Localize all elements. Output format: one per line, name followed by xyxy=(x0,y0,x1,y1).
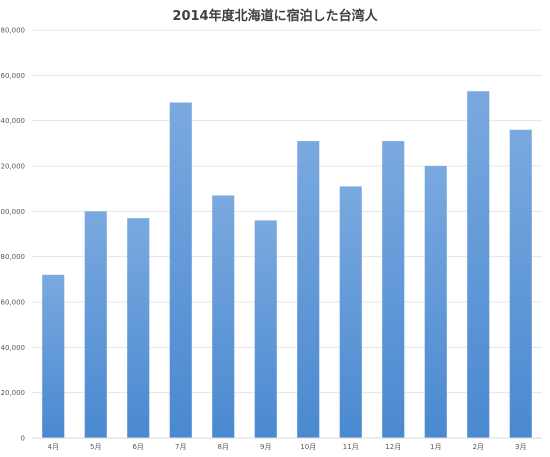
bar-6 xyxy=(254,220,277,438)
x-tick-label: 9月 xyxy=(260,443,271,451)
bars xyxy=(42,91,532,439)
bar-10 xyxy=(424,166,447,438)
x-tick-label: 1月 xyxy=(430,443,441,451)
y-tick-label: 120,000 xyxy=(0,163,25,171)
x-tick-label: 12月 xyxy=(385,443,401,451)
x-tick-label: 5月 xyxy=(90,443,101,451)
x-tick-label: 6月 xyxy=(133,443,144,451)
y-axis-tick-labels: 0 20,000 40,000 60,000 80,000 100,000 120,000 1… xyxy=(0,27,25,443)
y-tick-label: 60,000 xyxy=(1,299,26,307)
bar-11 xyxy=(467,91,490,438)
x-tick-label: 11月 xyxy=(343,443,359,451)
bar-9 xyxy=(382,141,405,439)
bar-4 xyxy=(169,102,192,439)
y-tick-label: 180,000 xyxy=(0,27,25,35)
y-tick-label: 160,000 xyxy=(0,72,25,80)
x-tick-label: 2月 xyxy=(473,443,484,451)
x-axis-tick-labels: 4月 5月 6月 7月 8月 9月 10月 11月 12月 1月 2月 3月 xyxy=(48,443,527,451)
bar-3 xyxy=(127,218,150,438)
y-tick-label: 80,000 xyxy=(1,253,26,261)
x-tick-label: 10月 xyxy=(300,443,316,451)
bar-8 xyxy=(339,186,362,438)
y-tick-label: 40,000 xyxy=(1,344,26,352)
y-tick-label: 140,000 xyxy=(0,117,25,125)
x-tick-label: 4月 xyxy=(48,443,59,451)
bar-12 xyxy=(509,129,532,438)
bar-7 xyxy=(297,141,320,439)
y-tick-label: 100,000 xyxy=(0,208,25,216)
y-tick-label: 20,000 xyxy=(1,389,26,397)
x-tick-label: 3月 xyxy=(515,443,526,451)
y-tick-label: 0 xyxy=(21,435,25,443)
x-tick-label: 7月 xyxy=(175,443,186,451)
bar-2 xyxy=(84,211,107,438)
chart-title: 2014年度北海道に宿泊した台湾人 xyxy=(172,9,378,24)
bar-1 xyxy=(42,274,65,438)
gridlines xyxy=(32,29,542,394)
x-tick-label: 8月 xyxy=(218,443,229,451)
bar-5 xyxy=(212,195,235,438)
